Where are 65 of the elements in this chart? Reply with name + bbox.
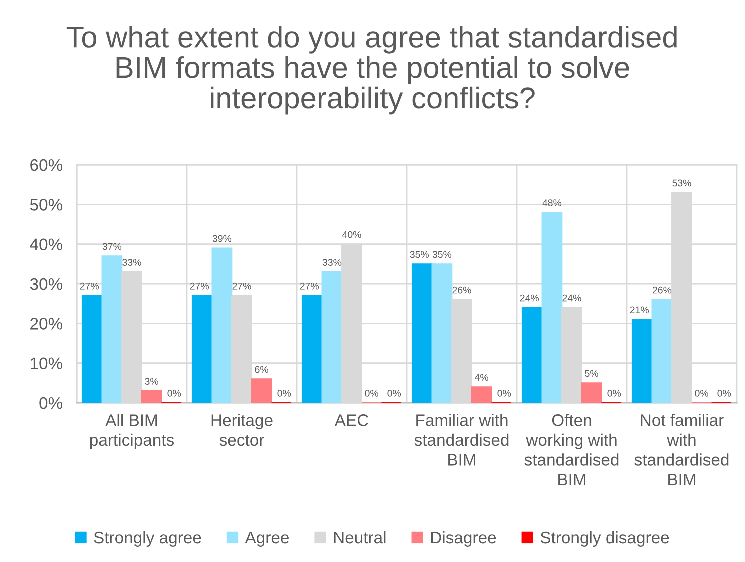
bar bbox=[102, 256, 123, 403]
data-label: 35% bbox=[410, 251, 430, 258]
data-label: 40% bbox=[342, 231, 362, 238]
data-label: 26% bbox=[452, 286, 472, 294]
data-label: 6% bbox=[255, 366, 268, 374]
bar bbox=[322, 272, 343, 403]
legend-label: Neutral bbox=[334, 531, 386, 544]
bar bbox=[212, 248, 233, 403]
y-tick-label: 50% bbox=[30, 199, 63, 211]
data-label: 0% bbox=[498, 390, 512, 397]
data-label: 5% bbox=[585, 370, 598, 378]
y-tick-label: 0% bbox=[40, 397, 63, 410]
data-label: 27% bbox=[232, 282, 252, 290]
bar bbox=[412, 264, 433, 403]
legend-label: Disagree bbox=[431, 531, 496, 547]
bar bbox=[82, 295, 103, 403]
bar bbox=[302, 295, 323, 403]
x-tick-label: Heritage sector bbox=[212, 414, 273, 446]
data-label: 4% bbox=[474, 374, 488, 382]
data-label: 33% bbox=[322, 259, 342, 266]
bar bbox=[141, 390, 162, 403]
x-tick-label: All BIM participants bbox=[90, 414, 174, 450]
data-label: 3% bbox=[145, 378, 158, 386]
legend-label: Strongly agree bbox=[94, 531, 202, 547]
legend-label: Agree bbox=[245, 532, 289, 547]
data-label: 0% bbox=[695, 390, 708, 397]
data-label: 48% bbox=[542, 200, 562, 207]
bar bbox=[192, 295, 213, 403]
data-label: 0% bbox=[365, 390, 378, 397]
data-label: 0% bbox=[388, 390, 402, 397]
bar bbox=[522, 307, 543, 403]
data-label: 39% bbox=[212, 235, 232, 242]
x-tick-label: AEC bbox=[334, 414, 368, 426]
data-label: 0% bbox=[718, 390, 732, 397]
data-label: 35% bbox=[432, 251, 452, 258]
data-label: 27% bbox=[80, 282, 100, 290]
bar bbox=[471, 386, 492, 403]
x-tick-label: Often working with standardised BIM bbox=[524, 414, 619, 486]
chart-title: To what extent do you agree that standardised BIM formats have the potential to solve interoperability conflicts? bbox=[66, 26, 677, 115]
bar bbox=[251, 378, 272, 403]
bar bbox=[432, 264, 453, 403]
x-tick-label: Not familiar with standardised BIM bbox=[634, 414, 729, 486]
y-tick-label: 40% bbox=[30, 238, 63, 251]
data-label: 33% bbox=[122, 259, 142, 266]
data-label: 24% bbox=[562, 294, 582, 302]
y-tick-label: 30% bbox=[30, 278, 63, 290]
y-tick-label: 20% bbox=[30, 318, 63, 330]
data-label: 0% bbox=[168, 390, 182, 397]
x-tick-label: Familiar with standardised BIM bbox=[414, 414, 509, 466]
bar bbox=[581, 382, 602, 403]
legend-label: Strongly disagree bbox=[540, 531, 670, 547]
bar bbox=[652, 299, 673, 403]
data-label: 0% bbox=[608, 390, 622, 397]
y-tick-label: 60% bbox=[30, 159, 63, 172]
bar bbox=[632, 319, 653, 403]
y-tick-label: 10% bbox=[31, 358, 63, 370]
data-label: 27% bbox=[300, 282, 320, 290]
data-label: 21% bbox=[630, 306, 650, 314]
data-label: 0% bbox=[278, 390, 292, 397]
data-label: 26% bbox=[652, 286, 672, 294]
bar bbox=[542, 212, 563, 403]
data-label: 37% bbox=[102, 243, 122, 250]
data-label: 53% bbox=[672, 180, 692, 187]
data-label: 24% bbox=[520, 294, 540, 302]
data-label: 27% bbox=[190, 282, 210, 290]
